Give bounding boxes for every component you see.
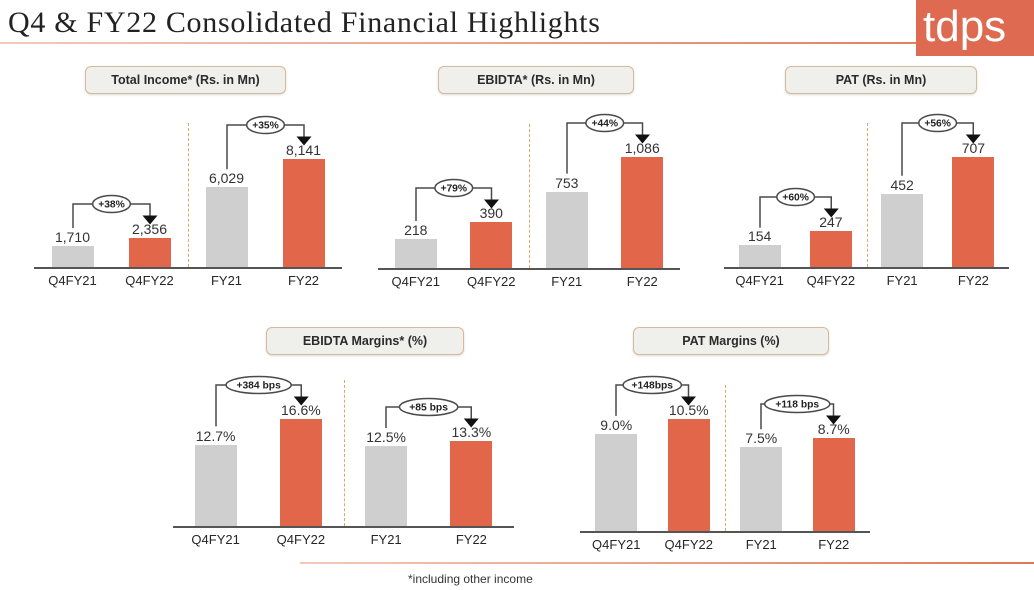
- svg-text:+384 bps: +384 bps: [236, 381, 281, 392]
- svg-text:+56%: +56%: [924, 118, 951, 129]
- svg-text:+79%: +79%: [440, 184, 467, 195]
- svg-text:+44%: +44%: [591, 119, 618, 130]
- svg-text:+35%: +35%: [252, 120, 279, 131]
- svg-text:+85 bps: +85 bps: [409, 403, 448, 414]
- svg-text:+38%: +38%: [98, 200, 125, 211]
- svg-text:+60%: +60%: [782, 192, 809, 203]
- svg-text:+148bps: +148bps: [632, 380, 674, 391]
- svg-text:+118 bps: +118 bps: [776, 399, 820, 410]
